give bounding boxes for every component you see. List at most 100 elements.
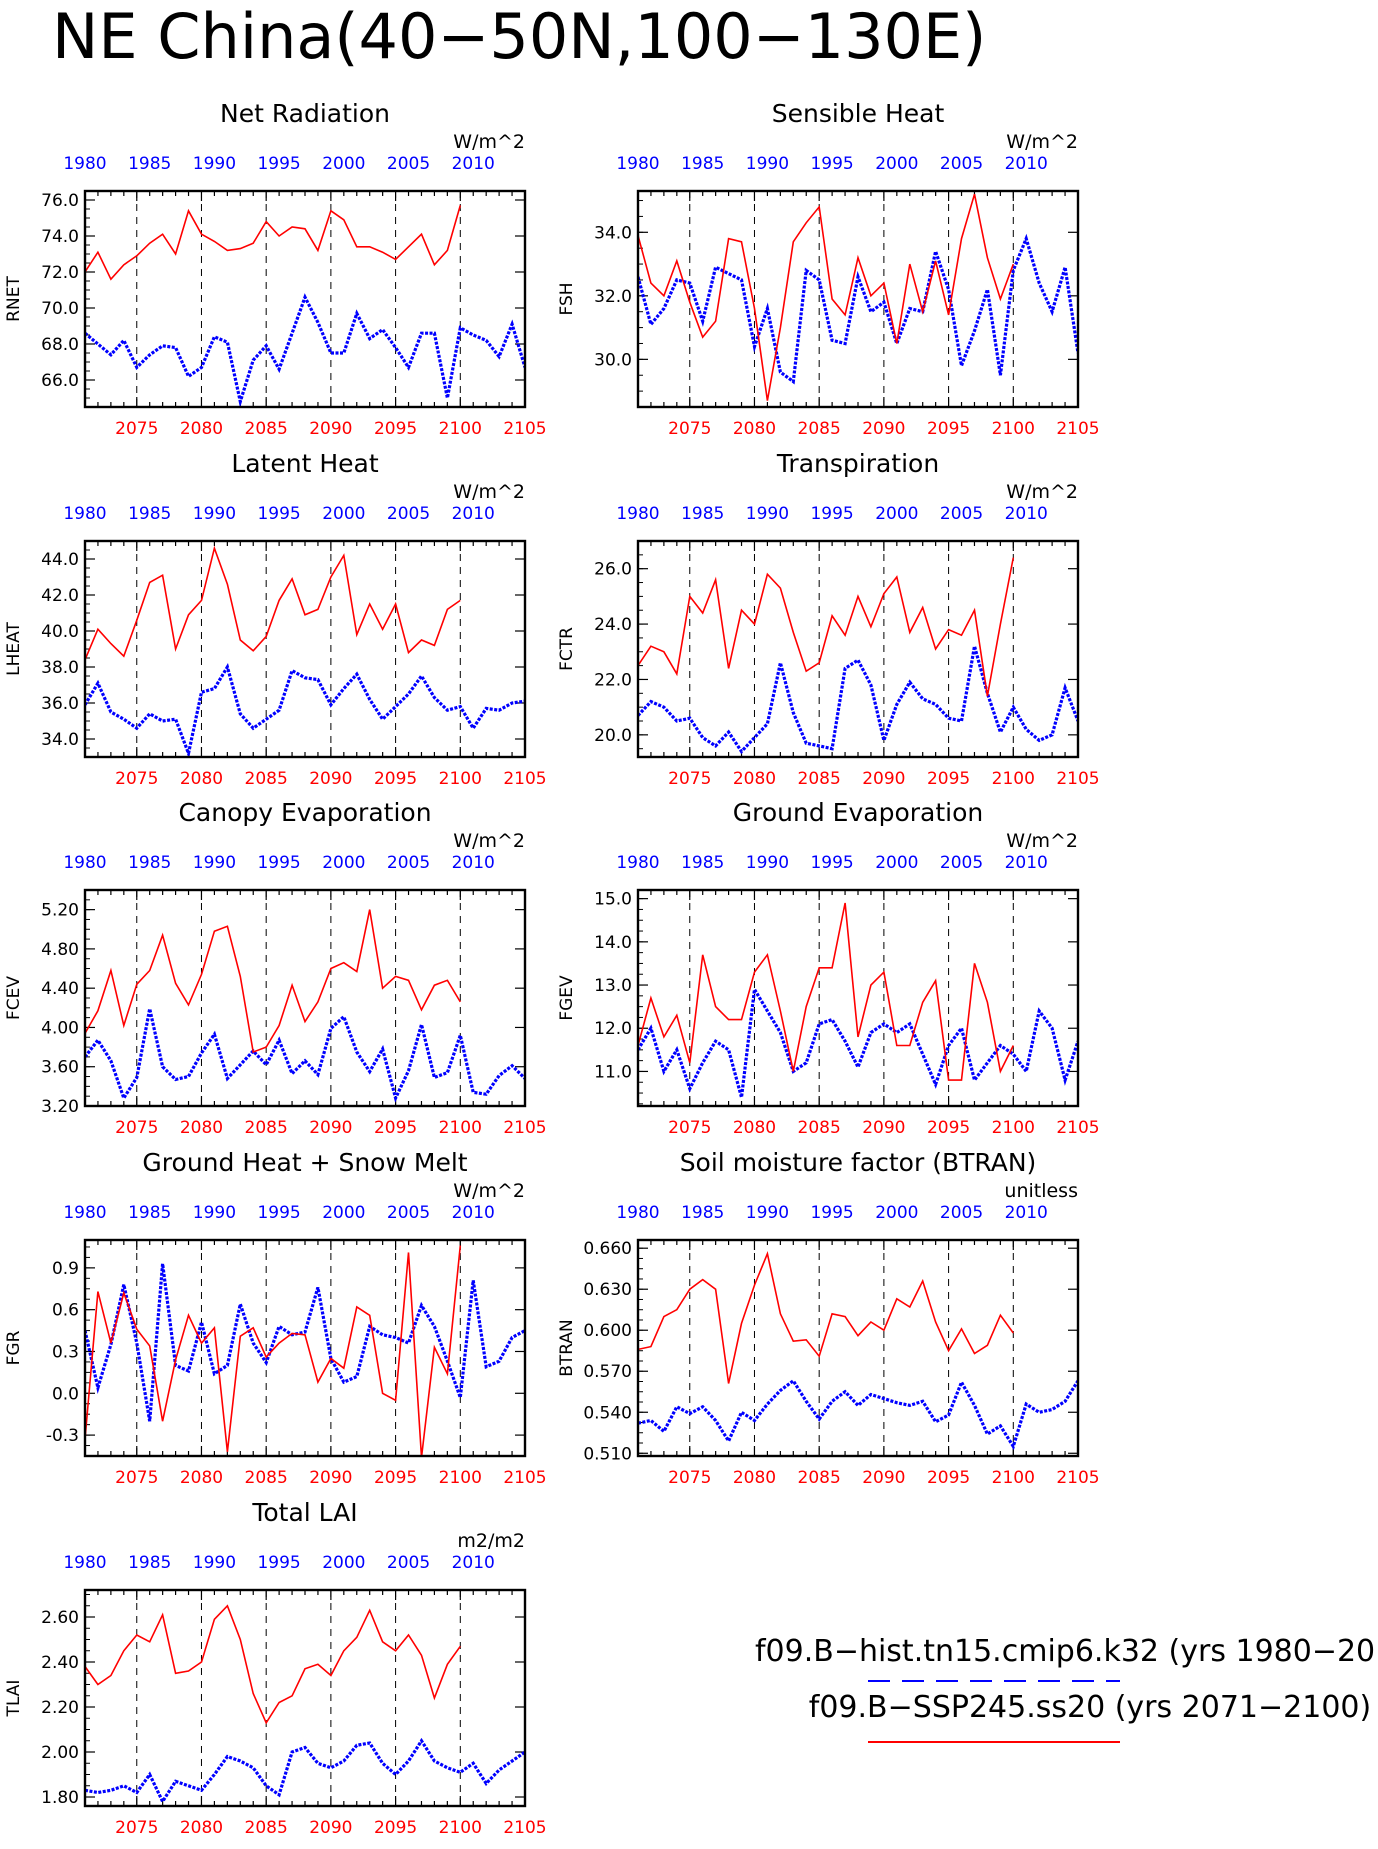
legend: f09.B−hist.tn15.cmip6.k32 (yrs 1980−2014…: [755, 1634, 1378, 1743]
units-label: m2/m2: [457, 1530, 525, 1552]
bottom-tick-label: 2075: [115, 1118, 158, 1138]
bottom-tick-label: 2080: [733, 769, 776, 789]
top-tick-label: 1995: [810, 853, 853, 873]
top-tick-label: 2000: [875, 154, 918, 174]
bottom-tick-label: 2105: [1056, 1468, 1099, 1488]
bottom-tick-label: 2090: [309, 769, 352, 789]
units-label: W/m^2: [1006, 830, 1078, 852]
series-ssp-line: [85, 1245, 462, 1456]
bottom-tick-label: 2075: [115, 769, 158, 789]
y-tick-label: 0.660: [583, 1239, 632, 1259]
top-tick-label: 1990: [193, 154, 236, 174]
series-hist-line: [638, 233, 1078, 385]
y-tick-label: 20.0: [594, 726, 632, 746]
bottom-tick-label: 2085: [798, 1468, 841, 1488]
top-tick-label: 1990: [193, 1203, 236, 1223]
bottom-tick-label: 2090: [309, 1468, 352, 1488]
y-axis-label: RNET: [4, 276, 24, 322]
top-tick-label: 2005: [387, 154, 430, 174]
series-hist-line: [638, 984, 1078, 1098]
plot-frame: [83, 189, 527, 409]
top-tick-label: 2000: [322, 1553, 365, 1573]
bottom-tick-label: 2085: [798, 769, 841, 789]
bottom-tick-label: 2100: [992, 1468, 1035, 1488]
y-tick-label: 4.40: [41, 979, 79, 999]
bottom-tick-label: 2080: [733, 1118, 776, 1138]
top-tick-label: 2010: [1005, 154, 1048, 174]
bottom-tick-label: 2095: [374, 1468, 417, 1488]
y-tick-label: 66.0: [41, 371, 79, 391]
panel-title: Sensible Heat: [772, 99, 945, 128]
top-tick-label: 2010: [452, 853, 495, 873]
y-axis-label: FSH: [557, 282, 577, 315]
bottom-tick-label: 2095: [927, 1118, 970, 1138]
panel-btran: Soil moisture factor (BTRAN) unitless 1980…: [557, 1148, 1100, 1488]
panels-group: Net Radiation W/m^2 1980 1985 1990 1995 2000 20…: [4, 99, 1100, 1838]
bottom-tick-label: 2075: [115, 1468, 158, 1488]
panel-tlai: Total LAI m2/m2 1980 1985 1990 1995 2000 2005 20…: [4, 1498, 547, 1838]
y-tick-label: 2.60: [41, 1608, 79, 1628]
y-tick-label: 12.0: [594, 1019, 632, 1039]
y-tick-label: 44.0: [41, 550, 79, 570]
y-tick-label: 34.0: [594, 223, 632, 243]
top-tick-label: 1990: [746, 1203, 789, 1223]
y-tick-label: 68.0: [41, 335, 79, 355]
bottom-tick-label: 2080: [180, 1118, 223, 1138]
panel-lheat: Latent Heat W/m^2 1980 1985 1990 1995 2000 2005…: [4, 449, 547, 789]
y-tick-label: 3.20: [41, 1097, 79, 1117]
legend-ssp-label: f09.B−SSP245.ss20 (yrs 2071−2100): [809, 1690, 1371, 1725]
bottom-tick-label: 2075: [115, 1818, 158, 1838]
top-tick-label: 2010: [1005, 1203, 1048, 1223]
bottom-tick-label: 2095: [927, 1468, 970, 1488]
y-tick-label: 4.00: [41, 1018, 79, 1038]
top-tick-label: 1980: [616, 1203, 659, 1223]
y-tick-label: 15.0: [594, 890, 632, 910]
y-axis-label: FGEV: [557, 975, 577, 1021]
y-tick-label: 38.0: [41, 658, 79, 678]
y-tick-label: 74.0: [41, 227, 79, 247]
top-tick-label: 2000: [875, 504, 918, 524]
top-tick-label: 2000: [322, 1203, 365, 1223]
bottom-tick-label: 2090: [309, 1818, 352, 1838]
top-tick-label: 1985: [128, 154, 171, 174]
panel-fgr: Ground Heat + Snow Melt W/m^2 1980 1985 1990…: [4, 1148, 547, 1488]
y-tick-label: -0.3: [46, 1426, 79, 1446]
series-ssp-line: [85, 205, 462, 281]
y-tick-label: 0.570: [583, 1362, 632, 1382]
units-label: W/m^2: [1006, 481, 1078, 503]
series-hist-line: [85, 1008, 525, 1103]
series-hist-line: [85, 662, 525, 757]
top-tick-label: 1985: [681, 1203, 724, 1223]
plot-frame: [83, 888, 527, 1108]
bottom-tick-label: 2100: [992, 1118, 1035, 1138]
bottom-tick-label: 2095: [374, 1118, 417, 1138]
top-tick-label: 1985: [128, 1203, 171, 1223]
plot-frame: [636, 189, 1080, 409]
series-ssp-line: [638, 557, 1015, 697]
y-tick-label: 0.600: [583, 1321, 632, 1341]
bottom-tick-label: 2090: [862, 1468, 905, 1488]
top-tick-label: 2000: [322, 853, 365, 873]
panel-title: Soil moisture factor (BTRAN): [680, 1148, 1037, 1177]
y-tick-label: 0.3: [52, 1342, 79, 1362]
top-tick-label: 1980: [616, 154, 659, 174]
top-tick-label: 1995: [810, 154, 853, 174]
top-tick-label: 1985: [128, 853, 171, 873]
y-tick-label: 2.00: [41, 1743, 79, 1763]
bottom-tick-label: 2105: [503, 419, 546, 439]
panel-title: Canopy Evaporation: [178, 798, 431, 827]
bottom-tick-label: 2100: [992, 419, 1035, 439]
series-ssp-line: [638, 902, 1015, 1081]
bottom-tick-label: 2100: [439, 419, 482, 439]
top-tick-label: 2005: [940, 154, 983, 174]
top-tick-label: 2005: [940, 853, 983, 873]
bottom-tick-label: 2085: [245, 1818, 288, 1838]
y-tick-label: 0.0: [52, 1384, 79, 1404]
plot-frame: [636, 539, 1080, 759]
series-hist-line: [85, 293, 525, 407]
series-hist-line: [638, 1378, 1078, 1451]
top-tick-label: 1980: [63, 504, 106, 524]
top-tick-label: 1995: [257, 154, 300, 174]
bottom-tick-label: 2100: [439, 1118, 482, 1138]
